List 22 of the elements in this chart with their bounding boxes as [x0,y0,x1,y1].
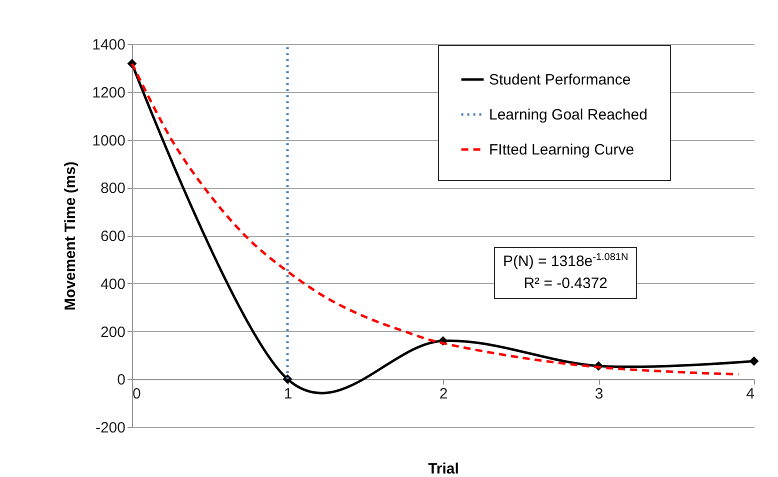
y-tick-label: -200 [95,420,126,436]
annotation: P(N) = 1318e$^{-1.081N}$ [503,251,628,272]
x-tick-label: 0 [132,386,141,403]
x-axis-title: Trial [428,460,459,477]
legend-label: Learning Goal Reached [489,106,648,124]
y-tick-label: 200 [100,324,126,341]
x-tick-label: 1 [284,386,292,403]
y-tick-label: 1200 [92,84,126,102]
y-tick-label: 0 [117,372,126,389]
y-tick-label: 800 [100,180,126,198]
legend-label: FItted Learning Curve [489,142,634,158]
y-tick-label: 400 [100,276,126,293]
y-tick-label: 600 [100,228,126,245]
x-tick-label: 2 [439,386,448,403]
x-tick-label: 3 [594,386,604,403]
point [749,356,759,366]
y-axis-title: Movement Time (ms) [62,162,80,310]
x-tick-label: 4 [746,386,754,403]
annotation: R² = -0.4372 [522,274,608,294]
y-tick-label: 1000 [92,132,126,150]
legend-label: Student Performance [489,72,631,88]
y-tick-label: 1400 [92,36,126,54]
